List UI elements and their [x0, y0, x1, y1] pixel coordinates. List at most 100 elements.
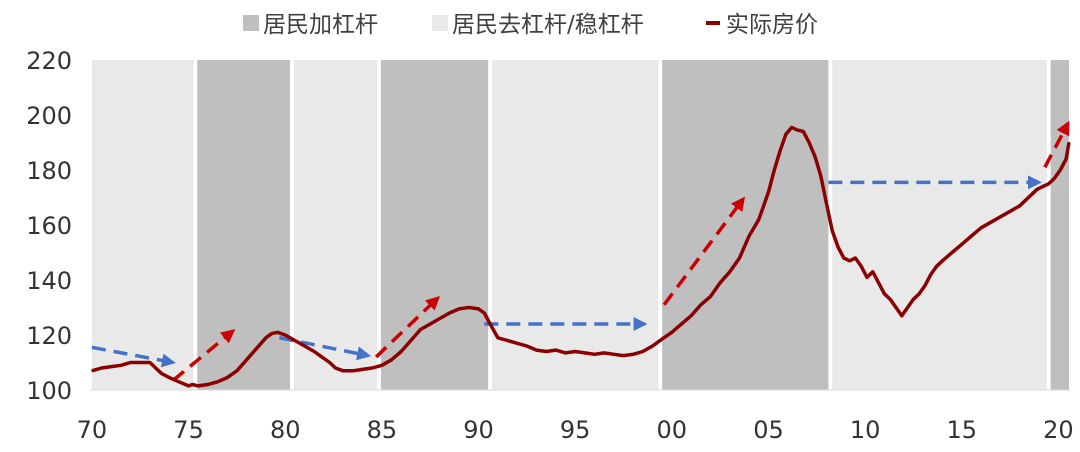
deleveraging-band [832, 60, 1047, 390]
price-point [477, 308, 480, 310]
price-point [400, 350, 403, 353]
price-point [680, 323, 683, 325]
price-point [642, 350, 644, 353]
price-point [866, 276, 868, 279]
price-point [276, 331, 279, 334]
price-point [564, 352, 567, 354]
price-point [960, 243, 963, 246]
flat-trend-arrow [279, 336, 372, 361]
x-tick-label: 90 [463, 416, 494, 444]
price-point [497, 336, 499, 339]
price-point [574, 350, 576, 353]
price-point [802, 130, 805, 133]
x-tick-label: 15 [946, 416, 977, 444]
price-point [1024, 199, 1027, 202]
price-point [448, 312, 451, 314]
price-point [381, 364, 383, 367]
price-point [197, 385, 200, 387]
price-point [906, 306, 909, 309]
price-point [110, 365, 113, 368]
price-point [328, 361, 331, 364]
price-point [951, 251, 953, 254]
price-point [483, 312, 486, 314]
price-point [999, 215, 1002, 218]
trend-arrows [91, 120, 1070, 382]
y-tick-label: 100 [26, 377, 72, 405]
price-point [187, 385, 190, 387]
price-point [207, 383, 209, 386]
x-tick-label: 00 [657, 416, 688, 444]
price-point [160, 372, 163, 375]
price-point [877, 281, 880, 284]
price-point [814, 155, 816, 158]
price-point [139, 361, 142, 364]
price-point [843, 257, 845, 259]
price-point [622, 354, 625, 357]
price-point [930, 273, 932, 276]
x-tick-label: 70 [77, 416, 108, 444]
price-point [584, 352, 586, 354]
legend-label: 实际房价 [726, 12, 818, 38]
price-point [545, 350, 547, 353]
price-point [889, 298, 892, 301]
price-point [1065, 158, 1067, 160]
price-point [191, 383, 194, 386]
price-point [941, 259, 944, 262]
price-point [901, 314, 903, 317]
price-point [270, 332, 273, 335]
price-point [1042, 185, 1044, 188]
legend: 居民加杠杆 居民去杠杆/稳杠杆 实际房价 [243, 12, 818, 38]
price-point [410, 339, 412, 342]
legend-label: 居民加杠杆 [263, 12, 378, 38]
legend-swatch [432, 15, 448, 31]
price-point [808, 141, 810, 144]
price-point [91, 369, 93, 372]
price-point [719, 281, 721, 284]
x-tick-label: 20 [1043, 416, 1074, 444]
price-point [757, 218, 760, 221]
x-tick-label: 95 [560, 416, 591, 444]
regime-bands [91, 60, 1070, 390]
price-point [819, 174, 822, 177]
price-point [883, 292, 886, 295]
price-point [661, 338, 663, 340]
price-point [748, 235, 750, 237]
deleveraging-band [492, 60, 659, 390]
price-point [854, 257, 857, 259]
price-point [918, 292, 921, 295]
price-point [1059, 169, 1062, 171]
price-point [785, 133, 787, 136]
y-tick-label: 140 [26, 267, 72, 295]
price-point [352, 369, 354, 372]
price-point [671, 331, 673, 334]
price-point [767, 191, 770, 193]
price-point [779, 149, 781, 152]
y-tick-label: 220 [26, 47, 72, 75]
deleveraging-band [91, 60, 194, 390]
price-point [361, 368, 364, 371]
price-point [516, 342, 518, 345]
leveraging-band [197, 60, 291, 390]
axes: 100 120 140 160 180 200 220 70 75 80 85 90 95 00 05 10 1… [26, 47, 1073, 444]
y-tick-label: 160 [26, 212, 72, 240]
uptrend-arrow [374, 295, 440, 359]
price-point [129, 361, 132, 364]
x-tick-label: 85 [367, 416, 398, 444]
price-point [120, 364, 122, 367]
price-point [970, 235, 973, 237]
price-point [613, 353, 615, 356]
price-point [773, 169, 776, 171]
price-point [831, 229, 834, 232]
legend-label: 居民去杠杆/稳杠杆 [452, 12, 644, 38]
price-point [168, 376, 171, 379]
legend-swatch [243, 15, 259, 31]
price-point [1068, 141, 1070, 144]
price-point [458, 308, 460, 310]
price-point [980, 226, 982, 229]
price-point [468, 306, 470, 309]
price-point [371, 367, 374, 369]
price-point [323, 357, 325, 360]
y-tick-label: 180 [26, 157, 72, 185]
price-point [593, 353, 596, 356]
